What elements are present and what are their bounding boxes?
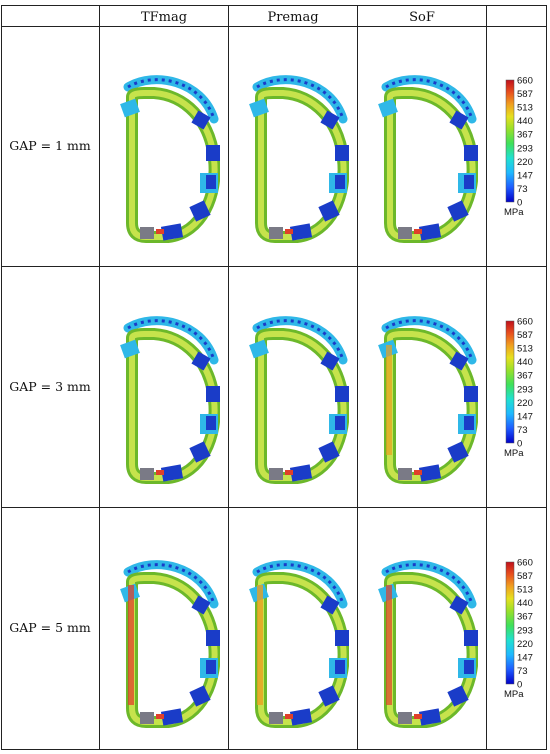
hot-leg-sof-gap-3 (386, 345, 392, 455)
colorbar-tick-label: 147 (517, 652, 533, 663)
stress-map-sof-gap-3 (378, 321, 478, 482)
colorbar-tick-label: 0 (517, 439, 522, 450)
colorbar-tick-label: 660 (517, 558, 533, 569)
colorbar-tick-label: 220 (517, 157, 533, 168)
colorbar-unit-label: MPa (504, 448, 524, 459)
table-frame (1, 5, 547, 750)
colorbar-tick-label: 73 (517, 184, 528, 195)
stress-map-premag-gap-1 (249, 80, 349, 241)
colorbar-tick-label: 147 (517, 170, 533, 181)
colorbar-tick-label: 513 (517, 585, 533, 596)
colorbar-tick-label: 0 (517, 680, 522, 691)
colorbar-tick-label: 367 (517, 130, 533, 141)
column-header-tfmag: TFmag (141, 10, 187, 25)
colorbar-tick-label: 293 (517, 625, 533, 636)
colorbar-tick-label: 0 (517, 198, 522, 209)
colorbar-tick-label: 587 (517, 571, 533, 582)
stress-map-sof-gap-1 (378, 80, 478, 241)
row-label-gap-3: GAP = 3 mm (9, 379, 91, 394)
colorbar-scale (505, 561, 515, 685)
stress-map-tfmag-gap-1 (120, 80, 220, 241)
stress-map-tfmag-gap-3 (120, 321, 220, 482)
row-label-gap-5: GAP = 5 mm (9, 620, 91, 635)
column-header-premag: Premag (267, 10, 318, 25)
colorbar-tick-label: 293 (517, 384, 533, 395)
stress-map-premag-gap-5 (249, 565, 349, 726)
colorbar-tick-label: 587 (517, 330, 533, 341)
colorbar-tick-label: 660 (517, 317, 533, 328)
colorbar-tick-label: 440 (517, 116, 533, 127)
colorbar-tick-label: 73 (517, 425, 528, 436)
stress-map-premag-gap-3 (249, 321, 349, 482)
colorbar-tick-label: 587 (517, 89, 533, 100)
colorbar-tick-label: 293 (517, 143, 533, 154)
hot-leg-premag-gap-5 (257, 585, 263, 705)
colorbar-tick-label: 73 (517, 666, 528, 677)
colorbar-tick-label: 220 (517, 398, 533, 409)
colorbar-tick-label: 440 (517, 598, 533, 609)
hot-leg-sof-gap-5 (386, 585, 392, 705)
colorbar-tick-label: 367 (517, 371, 533, 382)
colorbar-tick-label: 513 (517, 103, 533, 114)
colorbar-tick-label: 513 (517, 344, 533, 355)
colorbar-tick-label: 367 (517, 612, 533, 623)
colorbar-tick-label: 220 (517, 639, 533, 650)
colorbar-unit-label: MPa (504, 207, 524, 218)
colorbar-scale (505, 320, 515, 444)
colorbar-unit-label: MPa (504, 689, 524, 700)
colorbar-tick-label: 660 (517, 76, 533, 87)
stress-map-tfmag-gap-5 (120, 565, 220, 726)
colorbar-tick-label: 147 (517, 411, 533, 422)
colorbar-tick-label: 440 (517, 357, 533, 368)
row-label-gap-1: GAP = 1 mm (9, 138, 91, 153)
stress-map-sof-gap-5 (378, 565, 478, 726)
hot-leg-tfmag-gap-5 (128, 585, 134, 705)
colorbar-scale (505, 79, 515, 203)
column-header-sof: SoF (409, 10, 435, 25)
